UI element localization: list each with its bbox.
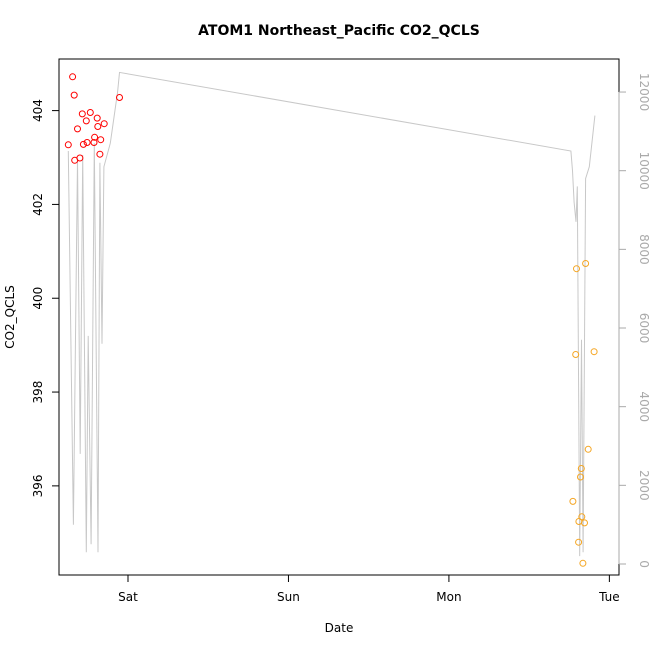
- data-point: [74, 125, 81, 133]
- data-point: [579, 559, 587, 567]
- data-point: [575, 538, 583, 546]
- data-point: [100, 120, 108, 128]
- left-y-axis: 396 398 400 402 404: [31, 99, 60, 497]
- data-point: [94, 123, 102, 130]
- y2-tick-label: 4000: [637, 391, 650, 422]
- data-point: [578, 513, 586, 521]
- y-tick-label: 398: [31, 381, 45, 404]
- data-point: [91, 133, 99, 141]
- data-point: [93, 114, 101, 122]
- series-line: [67, 71, 596, 557]
- data-point: [97, 136, 105, 144]
- data-point: [69, 73, 77, 81]
- points-layer: [64, 73, 598, 567]
- data-point: [82, 117, 90, 125]
- data-point: [79, 140, 87, 148]
- data-point: [569, 497, 577, 505]
- data-point: [577, 473, 584, 481]
- chart-title: ATOM1 Northeast_Pacific CO2_QCLS: [198, 23, 480, 39]
- y-tick-label: 402: [31, 193, 45, 216]
- data-point: [582, 260, 590, 267]
- data-point: [590, 348, 598, 356]
- data-point: [76, 154, 84, 162]
- data-point: [572, 351, 580, 358]
- y2-tick-label: 8000: [637, 234, 650, 265]
- data-point: [96, 150, 104, 158]
- right-axis-line-layer: [67, 71, 596, 557]
- data-point: [573, 265, 580, 273]
- data-point: [90, 139, 98, 146]
- data-point: [581, 519, 588, 527]
- y2-tick-label: 0: [637, 560, 650, 568]
- data-point: [577, 465, 585, 472]
- data-point: [64, 141, 72, 149]
- right-y-axis: 0 2000 4000 6000 8000 10000 12000: [618, 73, 650, 568]
- x-tick-label: Mon: [436, 590, 461, 604]
- x-tick-label: Sat: [118, 590, 138, 604]
- x-tick-label: Sun: [277, 590, 300, 604]
- data-point: [83, 139, 91, 146]
- data-point: [584, 445, 592, 453]
- data-point: [78, 110, 86, 118]
- x-tick-label: Tue: [598, 590, 620, 604]
- y-axis-label: CO2_QCLS: [3, 285, 17, 349]
- y2-tick-label: 2000: [637, 470, 650, 501]
- y-tick-label: 400: [31, 287, 45, 310]
- data-point: [70, 91, 78, 99]
- data-point: [116, 94, 123, 101]
- y2-tick-label: 6000: [637, 313, 650, 344]
- data-point: [86, 109, 94, 116]
- y-tick-label: 396: [31, 474, 45, 497]
- y2-tick-label: 10000: [637, 152, 650, 190]
- y-tick-label: 404: [31, 99, 45, 122]
- x-axis: Sat Sun Mon Tue: [118, 574, 620, 604]
- y2-tick-label: 12000: [637, 73, 650, 111]
- x-axis-label: Date: [325, 621, 354, 635]
